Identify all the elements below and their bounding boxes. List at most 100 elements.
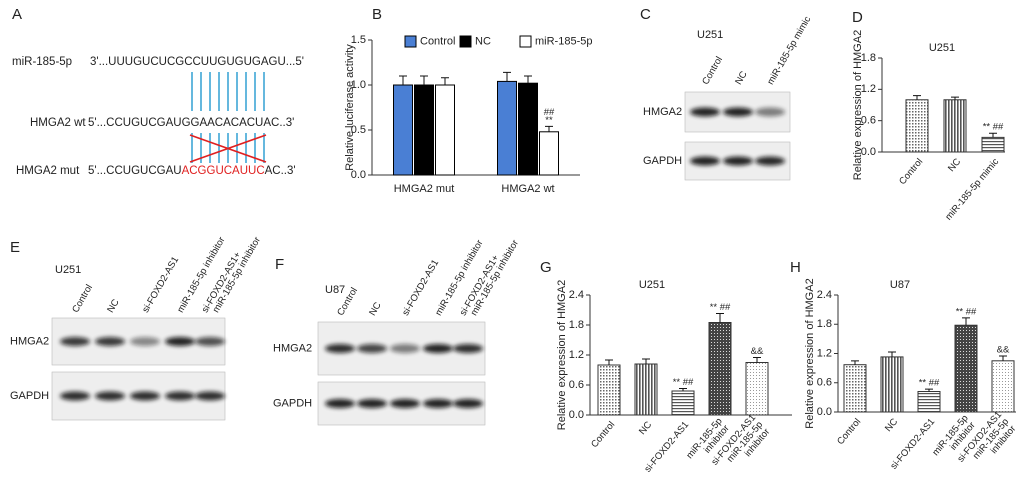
legend-label: Control — [420, 35, 455, 47]
x-tick-label: NC — [637, 419, 654, 437]
bar — [905, 99, 929, 153]
blot-band — [195, 337, 225, 346]
blot-band — [60, 391, 90, 401]
blot-band — [453, 399, 483, 408]
y-tick-label: 0.0 — [861, 146, 876, 158]
bar — [991, 360, 1015, 413]
panel-label: E — [10, 239, 20, 256]
significance: ** ## — [919, 378, 940, 389]
bar — [917, 391, 941, 413]
bar — [981, 136, 1005, 153]
blot-band — [325, 399, 355, 408]
x-tick-label: HMGA2 wt — [501, 183, 554, 195]
significance: && — [751, 346, 764, 357]
blot-band — [95, 391, 125, 401]
lane-label: Control — [700, 55, 725, 87]
sequence-name: HMGA2 mut — [16, 165, 80, 177]
lane-label: NC — [105, 297, 121, 315]
lane-label: miR-185-5p mimic — [765, 14, 813, 86]
bar — [497, 80, 517, 176]
error-bar — [679, 388, 687, 391]
cell-line: U87 — [325, 284, 345, 296]
blot-band — [95, 337, 125, 346]
sequence-part: ACGGUCAUUC — [182, 165, 265, 177]
y-tick-label: 0.0 — [351, 169, 366, 181]
blot-row-label: HMGA2 — [643, 106, 682, 118]
lane-label: NC — [733, 69, 749, 87]
error-bar — [888, 351, 896, 357]
panel-label: A — [12, 6, 22, 23]
y-tick-label: 1.2 — [861, 83, 876, 95]
panel-label: F — [275, 256, 284, 273]
x-tick-label: Control — [897, 156, 925, 187]
sequence-name: HMGA2 wt — [30, 117, 86, 129]
blot-band — [165, 337, 195, 346]
bar — [539, 131, 559, 176]
error-bar — [399, 75, 407, 85]
y-tick-label: 1.8 — [569, 319, 584, 331]
blot-band — [453, 344, 483, 353]
bar — [745, 362, 769, 416]
error-bar — [716, 313, 724, 323]
error-bar — [989, 132, 997, 138]
y-tick-label: 0.6 — [569, 379, 584, 391]
sequence-part: 5'...CCUGUCGAU — [88, 165, 182, 177]
sequence: 5'...CCUGUCGAUGGAACACACUAC..3' — [88, 117, 294, 129]
panel-label: B — [372, 6, 382, 23]
blot-band — [690, 107, 720, 117]
bar — [435, 84, 455, 176]
y-tick-label: 0.5 — [351, 124, 366, 136]
significance: ** ## — [983, 122, 1004, 133]
blot-band — [390, 399, 420, 408]
error-bar — [999, 355, 1007, 361]
y-axis-label: Relative luciferase activity — [344, 44, 356, 171]
panel-label: D — [852, 9, 863, 26]
error-bar — [962, 317, 970, 326]
chart-title: U251 — [929, 42, 955, 54]
blot-band — [723, 156, 753, 166]
sequence: 5'...CCUGUCGAUACGGUCAUUCAC..3' — [88, 165, 296, 177]
blot-band — [165, 391, 195, 401]
error-bar — [420, 75, 428, 85]
y-tick-label: 1.0 — [351, 79, 366, 91]
sequence: 3'...UUUGUCUCGCCUUGUGUGAGU...5' — [90, 56, 304, 68]
blot-row-label: HMGA2 — [10, 335, 49, 347]
bar — [880, 356, 904, 413]
error-bar — [642, 358, 650, 364]
y-tick-label: 0.0 — [569, 409, 584, 421]
y-tick-label: 1.8 — [817, 318, 832, 330]
significance: ** ## — [956, 306, 977, 317]
panel-label: H — [790, 259, 801, 276]
x-tick-label: Control — [589, 419, 617, 450]
y-tick-label: 0.6 — [861, 115, 876, 127]
bar — [414, 84, 434, 176]
blot-band — [690, 156, 720, 166]
y-axis-label: Relative expression of HMGA2 — [556, 280, 568, 430]
blot-band — [130, 391, 160, 401]
cell-line: U251 — [55, 264, 81, 276]
x-tick-label: HMGA2 mut — [394, 183, 455, 195]
sequence-name: miR-185-5p — [12, 56, 72, 68]
blot-row-label: GAPDH — [10, 390, 49, 402]
legend-swatch — [459, 35, 472, 48]
blot-band — [723, 107, 753, 117]
error-bar — [913, 95, 921, 100]
lane-label: si-FOXD2-AS1 — [140, 255, 181, 315]
blot-row-label: HMGA2 — [273, 342, 312, 354]
panel-label: G — [540, 259, 552, 276]
blot-band — [755, 107, 785, 117]
legend-label: miR-185-5p — [535, 35, 592, 47]
bar — [634, 363, 658, 416]
error-bar — [925, 388, 933, 392]
blot-band — [423, 344, 453, 353]
y-tick-label: 1.5 — [351, 34, 366, 46]
y-tick-label: 1.2 — [569, 349, 584, 361]
x-tick-label: NC — [946, 156, 963, 174]
x-tick-label: NC — [883, 416, 900, 434]
sequence-part: AC..3' — [265, 165, 296, 177]
blot-band — [195, 391, 225, 401]
cell-line: U251 — [697, 29, 723, 41]
chart-title: U87 — [890, 279, 910, 291]
significance: ** — [545, 115, 553, 126]
